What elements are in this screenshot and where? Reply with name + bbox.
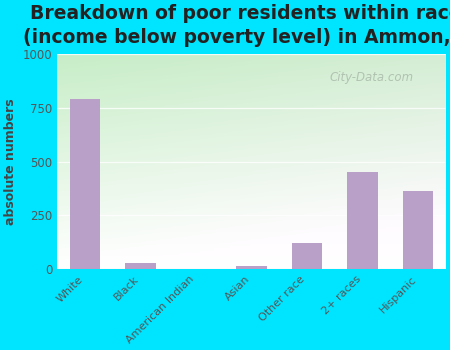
Bar xyxy=(403,191,433,269)
Text: City-Data.com: City-Data.com xyxy=(329,71,414,84)
Title: Breakdown of poor residents within races
(income below poverty level) in Ammon, : Breakdown of poor residents within races… xyxy=(23,4,450,47)
Bar xyxy=(347,172,378,269)
Y-axis label: absolute numbers: absolute numbers xyxy=(4,98,17,225)
Bar xyxy=(236,266,267,269)
Bar xyxy=(125,263,156,269)
Bar xyxy=(70,99,100,269)
Bar xyxy=(292,244,322,269)
